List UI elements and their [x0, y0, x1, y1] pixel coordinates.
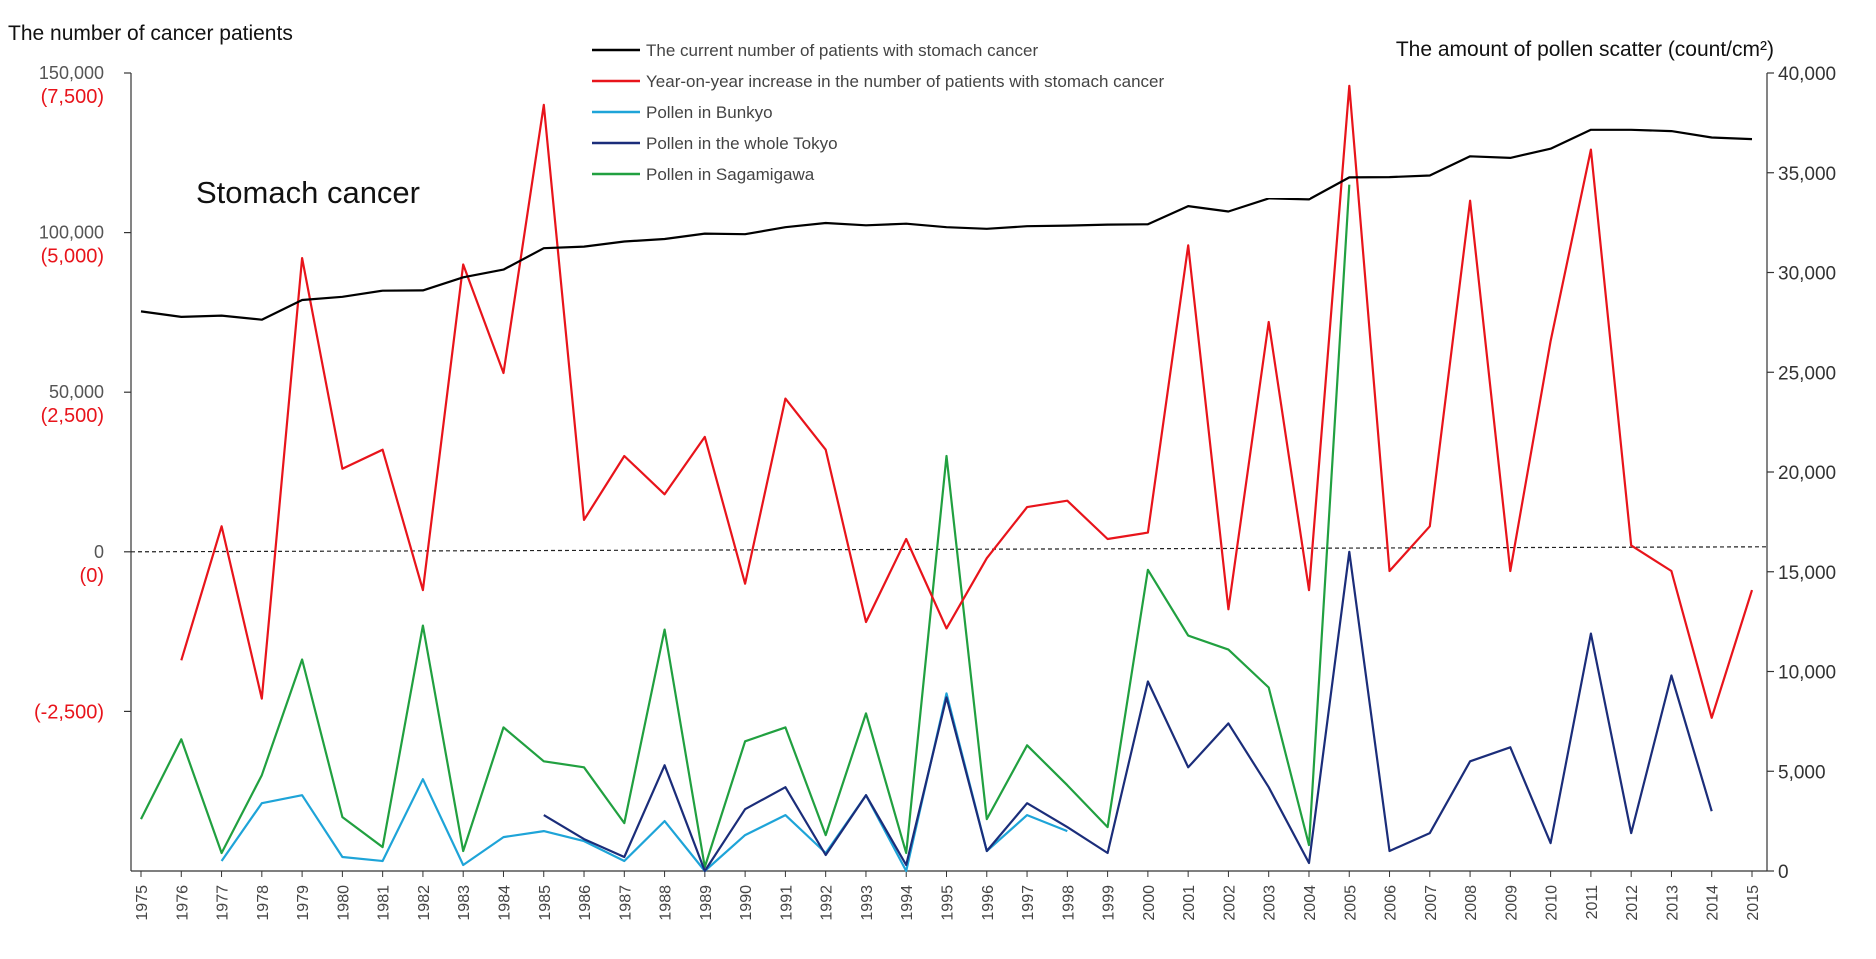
- x-tick-label: 2013: [1664, 885, 1681, 921]
- x-tick-label: 1995: [940, 885, 957, 921]
- x-tick-label: 1984: [496, 885, 513, 921]
- x-tick-label: 1975: [134, 885, 151, 921]
- x-tick-label: 1991: [778, 885, 795, 921]
- x-tick-label: 2005: [1342, 885, 1359, 921]
- x-tick-label: 1993: [859, 885, 876, 921]
- x-tick-label: 2015: [1745, 885, 1762, 921]
- x-tick-label: 2012: [1624, 885, 1641, 921]
- x-tick-label: 2010: [1544, 885, 1561, 921]
- left-tick-label: 50,000: [49, 382, 104, 402]
- left-axis-title: The number of cancer patients: [8, 22, 293, 45]
- increase-tick-label: (7,500): [41, 86, 104, 108]
- x-tick-label: 1998: [1060, 885, 1077, 921]
- right-tick-label: 0: [1778, 862, 1789, 883]
- x-tick-label: 2001: [1181, 885, 1198, 921]
- x-tick-label: 1997: [1020, 885, 1037, 921]
- x-tick-label: 1977: [215, 885, 232, 921]
- x-tick-label: 1994: [899, 885, 916, 921]
- x-tick-label: 1989: [698, 885, 715, 921]
- x-tick-label: 1985: [537, 885, 554, 921]
- right-tick-label: 40,000: [1778, 64, 1836, 85]
- x-tick-label: 2000: [1141, 885, 1158, 921]
- series-line-1: [180, 84, 1754, 719]
- x-tick-label: 1982: [416, 885, 433, 921]
- x-tick-label: 1988: [658, 885, 675, 921]
- x-tick-label: 2008: [1463, 885, 1480, 921]
- right-tick-label: 15,000: [1778, 563, 1836, 584]
- legend-label: Pollen in Bunkyo: [646, 103, 773, 122]
- x-tick-label: 2011: [1584, 885, 1601, 920]
- series-lines: [140, 84, 1754, 873]
- left-tick-label: 0: [94, 542, 104, 562]
- left-tick-label: 150,000: [39, 63, 104, 83]
- series-line-4: [140, 184, 1351, 869]
- x-tick-label: 2007: [1423, 885, 1440, 921]
- x-tick-label: 2009: [1503, 885, 1520, 921]
- legend-label: Year-on-year increase in the number of p…: [646, 72, 1164, 91]
- increase-tick-label: (5,000): [41, 246, 104, 268]
- x-tick-label: 1981: [376, 885, 393, 921]
- series-line-3: [543, 550, 1713, 873]
- x-tick-label: 1980: [335, 885, 352, 921]
- x-tick-label: 1987: [617, 885, 634, 921]
- x-tick-label: 1986: [577, 885, 594, 921]
- legend: The current number of patients with stom…: [580, 28, 1310, 198]
- x-tick-label: 1978: [255, 885, 272, 921]
- legend-box: [580, 28, 1310, 198]
- right-tick-label: 20,000: [1778, 463, 1836, 484]
- increase-tick-label: (0): [80, 565, 104, 587]
- legend-label: Pollen in Sagamigawa: [646, 165, 815, 184]
- series-line-0: [140, 128, 1753, 321]
- right-ticks: 40,000 35,000 30,000 25,000 20,000 15,000 10,0…: [1767, 64, 1836, 883]
- legend-label: Pollen in the whole Tokyo: [646, 134, 838, 153]
- x-tick-label: 2014: [1705, 885, 1722, 921]
- x-ticks: 1975 1976 1977 1978 1979 1980 1981 1982 1983 1984…: [134, 871, 1762, 921]
- left-ticks: 150,000 (7,500) 100,000 (5,000) 50,000 (2,500…: [34, 63, 131, 723]
- x-tick-label: 1976: [174, 885, 191, 921]
- increase-tick-label: (-2,500): [34, 701, 104, 723]
- x-tick-label: 2006: [1383, 885, 1400, 921]
- x-tick-label: 1999: [1101, 885, 1118, 921]
- x-tick-label: 1996: [980, 885, 997, 921]
- right-tick-label: 35,000: [1778, 164, 1836, 185]
- right-tick-label: 10,000: [1778, 663, 1836, 684]
- x-tick-label: 1983: [456, 885, 473, 921]
- legend-label: The current number of patients with stom…: [646, 41, 1038, 60]
- right-tick-label: 5,000: [1778, 762, 1826, 783]
- x-tick-label: 2002: [1221, 885, 1238, 921]
- x-tick-label: 1990: [738, 885, 755, 921]
- right-tick-label: 25,000: [1778, 363, 1836, 384]
- x-tick-label: 2004: [1302, 885, 1319, 921]
- x-tick-label: 1979: [295, 885, 312, 921]
- x-tick-label: 2003: [1262, 885, 1279, 921]
- x-tick-label: 1992: [819, 885, 836, 921]
- right-tick-label: 30,000: [1778, 264, 1836, 285]
- zero-dashed-line: [130, 546, 1768, 553]
- stomach-cancer-annotation: Stomach cancer: [196, 175, 420, 210]
- right-axis-title: The amount of pollen scatter (count/cm²): [1396, 38, 1774, 61]
- left-tick-label: 100,000: [39, 223, 104, 243]
- increase-tick-label: (2,500): [41, 405, 104, 427]
